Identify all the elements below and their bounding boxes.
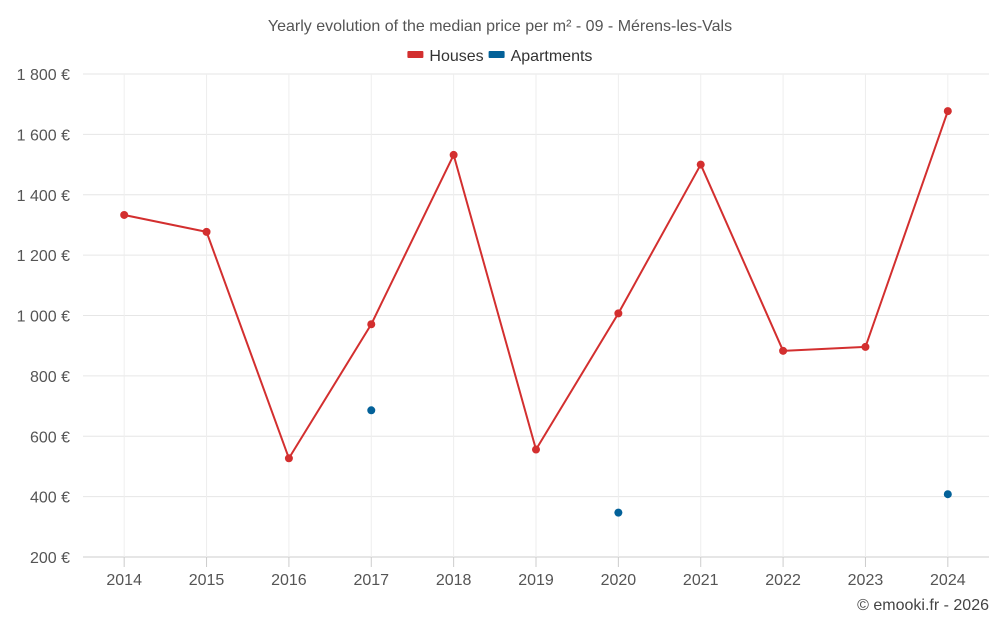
data-point-houses-2023[interactable] (861, 342, 870, 351)
x-axis: 2014 2015 2016 2017 2018 2019 2020 2021 2022 2023… (106, 557, 966, 589)
x-tick-label: 2015 (189, 572, 225, 589)
x-tick-label: 2021 (683, 572, 719, 589)
x-tick-label: 2020 (601, 572, 637, 589)
y-tick-label: 200 € (30, 550, 70, 567)
y-tick-label: 600 € (30, 429, 70, 446)
y-axis: 200 € 400 € 600 € 800 € 1 000 € 1 200 € 1 400 … (17, 67, 70, 567)
data-point-houses-2021[interactable] (696, 160, 705, 169)
legend: Houses Apartments (407, 48, 592, 65)
y-tick-label: 800 € (30, 369, 70, 386)
data-point-apartments-2024[interactable] (943, 490, 952, 499)
legend-item-apartments[interactable]: Apartments (488, 48, 593, 65)
data-point-apartments-2017[interactable] (367, 406, 376, 415)
x-tick-label: 2018 (436, 572, 472, 589)
data-point-houses-2024[interactable] (943, 107, 952, 116)
y-tick-label: 400 € (30, 490, 70, 507)
y-tick-label: 1 800 € (17, 67, 70, 84)
data-point-houses-2014[interactable] (120, 210, 129, 219)
data-point-houses-2016[interactable] (284, 454, 293, 463)
x-tick-label: 2017 (353, 572, 389, 589)
data-point-apartments-2020[interactable] (614, 508, 623, 517)
x-tick-label: 2022 (765, 572, 801, 589)
x-tick-label: 2023 (848, 572, 884, 589)
series-layer (120, 107, 952, 517)
grid (83, 73, 989, 558)
legend-swatch (488, 51, 505, 58)
data-point-houses-2020[interactable] (614, 309, 623, 318)
series-apartments (367, 406, 952, 517)
legend-swatch (407, 51, 424, 58)
series-houses (120, 107, 952, 463)
x-tick-label: 2014 (106, 572, 142, 589)
y-tick-label: 1 200 € (17, 248, 70, 265)
x-tick-label: 2019 (518, 572, 554, 589)
data-point-houses-2022[interactable] (779, 346, 788, 355)
x-tick-label: 2016 (271, 572, 307, 589)
legend-label: Houses (429, 48, 483, 65)
y-tick-label: 1 000 € (17, 309, 70, 326)
data-point-houses-2015[interactable] (202, 227, 211, 236)
y-tick-label: 1 600 € (17, 127, 70, 144)
data-point-houses-2019[interactable] (532, 445, 540, 454)
data-point-houses-2017[interactable] (367, 320, 376, 329)
legend-label: Apartments (511, 48, 593, 65)
data-point-houses-2018[interactable] (449, 150, 458, 159)
x-tick-label: 2024 (930, 572, 966, 589)
credit-text: © emooki.fr - 2026 (857, 597, 989, 614)
chart-title: Yearly evolution of the median price per… (268, 18, 732, 35)
legend-item-houses[interactable]: Houses (407, 48, 484, 65)
y-tick-label: 1 400 € (17, 188, 70, 205)
